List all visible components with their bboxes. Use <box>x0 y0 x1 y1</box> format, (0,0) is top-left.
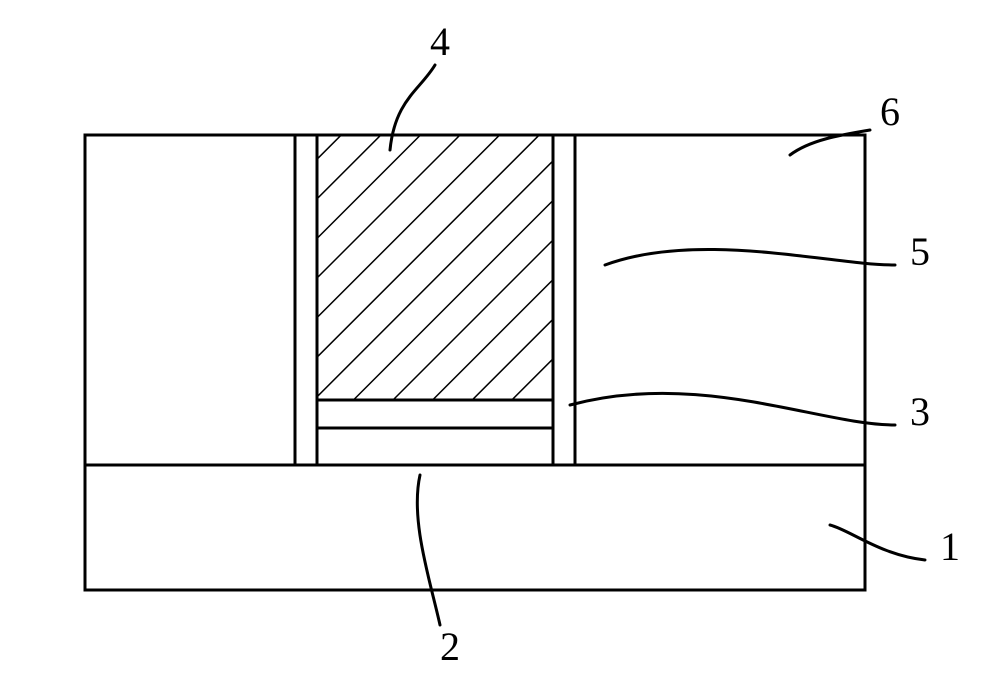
label-6: 6 <box>880 89 900 134</box>
leader-1 <box>830 525 925 560</box>
hatched-block-4 <box>317 135 553 400</box>
leader-5 <box>605 249 895 265</box>
leader-3 <box>570 393 895 425</box>
label-4: 4 <box>430 19 450 64</box>
diagram-svg: 4 6 5 3 1 2 <box>0 0 990 685</box>
thin-strip-3 <box>317 400 553 428</box>
label-5: 5 <box>910 229 930 274</box>
label-3: 3 <box>910 389 930 434</box>
leader-2 <box>417 475 440 625</box>
label-2: 2 <box>440 624 460 669</box>
label-1: 1 <box>940 524 960 569</box>
